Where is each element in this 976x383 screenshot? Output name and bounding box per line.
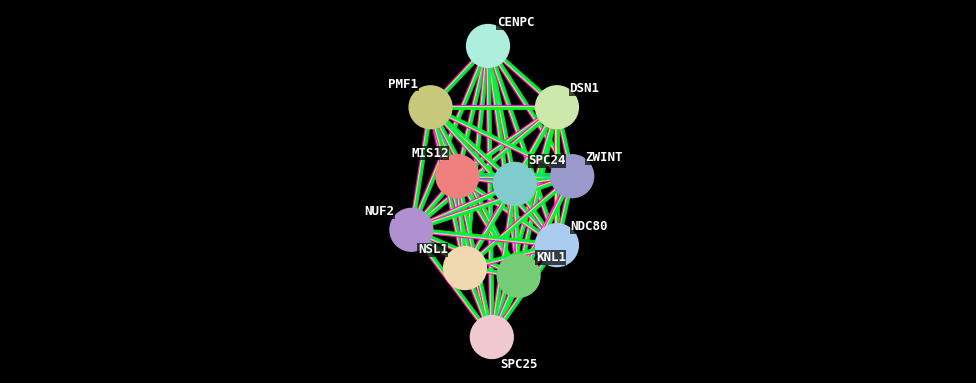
Text: SPC24: SPC24 — [528, 154, 566, 167]
Circle shape — [467, 25, 509, 67]
Circle shape — [390, 209, 432, 251]
Text: PMF1: PMF1 — [388, 78, 418, 91]
Circle shape — [444, 247, 486, 289]
Text: NUF2: NUF2 — [364, 205, 394, 218]
Circle shape — [536, 86, 578, 128]
Text: MIS12: MIS12 — [411, 147, 449, 160]
Circle shape — [494, 163, 536, 205]
Text: KNL1: KNL1 — [536, 251, 566, 264]
Text: SPC25: SPC25 — [501, 358, 538, 371]
Text: DSN1: DSN1 — [570, 82, 599, 95]
Circle shape — [536, 224, 578, 266]
Text: ZWINT: ZWINT — [586, 151, 624, 164]
Circle shape — [410, 86, 452, 128]
Circle shape — [470, 316, 513, 358]
Text: CENPC: CENPC — [497, 16, 534, 29]
Circle shape — [436, 155, 478, 197]
Circle shape — [551, 155, 593, 197]
Text: NSL1: NSL1 — [418, 243, 448, 256]
Circle shape — [498, 255, 540, 297]
Text: NDC80: NDC80 — [570, 220, 608, 233]
